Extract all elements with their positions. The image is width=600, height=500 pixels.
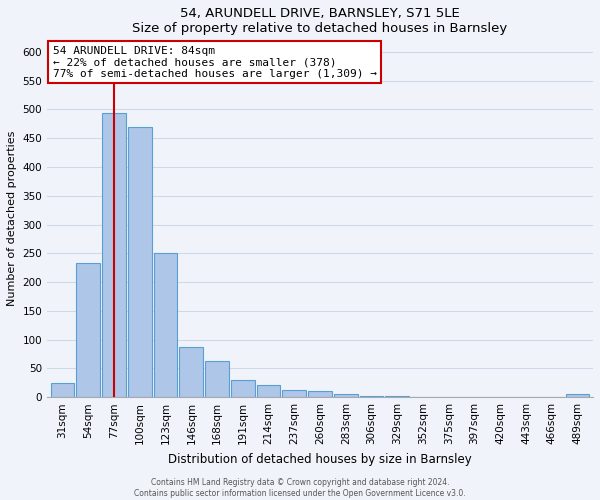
Bar xyxy=(179,346,203,397)
Bar xyxy=(76,263,100,397)
Bar xyxy=(102,114,126,397)
Bar xyxy=(231,380,254,397)
Text: Contains HM Land Registry data © Crown copyright and database right 2024.
Contai: Contains HM Land Registry data © Crown c… xyxy=(134,478,466,498)
Bar xyxy=(283,390,306,397)
Bar xyxy=(154,254,178,397)
Bar xyxy=(308,392,332,397)
Bar xyxy=(334,394,358,397)
Bar xyxy=(257,384,280,397)
Title: 54, ARUNDELL DRIVE, BARNSLEY, S71 5LE
Size of property relative to detached hous: 54, ARUNDELL DRIVE, BARNSLEY, S71 5LE Si… xyxy=(133,7,508,35)
Bar xyxy=(51,383,74,397)
Text: 54 ARUNDELL DRIVE: 84sqm
← 22% of detached houses are smaller (378)
77% of semi-: 54 ARUNDELL DRIVE: 84sqm ← 22% of detach… xyxy=(53,46,377,79)
Bar xyxy=(566,394,589,397)
Bar xyxy=(360,396,383,397)
Bar xyxy=(411,396,435,397)
Bar xyxy=(437,396,461,397)
Bar xyxy=(385,396,409,397)
X-axis label: Distribution of detached houses by size in Barnsley: Distribution of detached houses by size … xyxy=(168,452,472,466)
Y-axis label: Number of detached properties: Number of detached properties xyxy=(7,131,17,306)
Bar xyxy=(205,361,229,397)
Bar xyxy=(128,126,152,397)
